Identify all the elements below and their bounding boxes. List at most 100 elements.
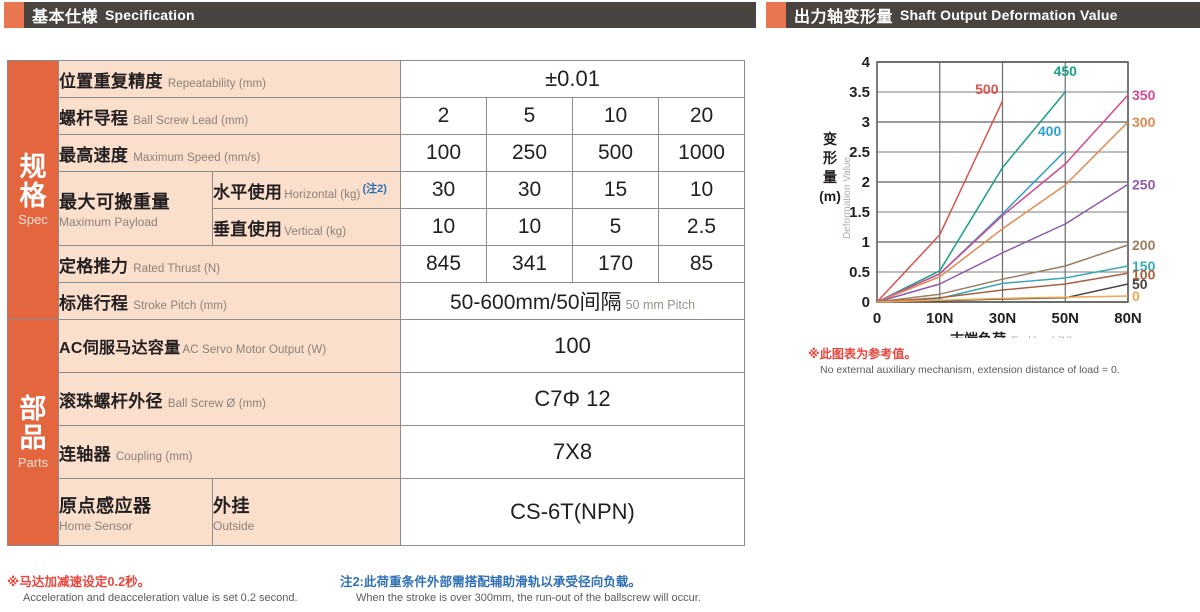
value-cell: 250 [486,134,573,172]
label-cn: 滚珠螺杆外径 [59,391,163,411]
value-ac-servo-motor-output: 100 [399,319,746,373]
svg-text:0: 0 [873,310,881,327]
label-en: Stroke Pitch (mm) [133,299,227,312]
svg-text:3: 3 [862,114,870,131]
footnote-right: 注2:此荷重条件外部需搭配辅助滑轨以承受径向负载。 When the strok… [340,571,701,604]
label-cn: 定格推力 [59,256,129,276]
section-title-en: Shaft Output Deformation Value [900,7,1118,23]
specification-table: 规 格 Spec 位置重复精度 Repeatability (mm) ±0.01 … [7,60,746,546]
table-row: 最大可搬重量 Maximum Payload 水平使用 Horizontal (k… [8,171,746,246]
row-sublabel-vertical: 垂直使用 Vertical (kg) [212,208,401,246]
value-repeatability: ±0.01 [399,60,746,98]
svg-text:500: 500 [975,81,999,97]
label-en: Rated Thrust (N) [133,262,221,275]
sublabel-cn: 垂直使用 [213,219,283,239]
table-row: 连轴器 Coupling (mm) 7X8 [8,425,746,479]
svg-text:200: 200 [1132,237,1156,253]
value-cell: 10 [400,208,487,246]
footnote-cn: 注2:此荷重条件外部需搭配辅助滑轨以承受径向负载。 [340,575,642,589]
svg-text:2: 2 [862,174,870,191]
label-cn: 最高速度 [59,145,129,165]
label-cn: 原点感应器 [59,495,152,516]
row-label-repeatability: 位置重复精度 Repeatability (mm) [58,60,401,98]
sublabel-en: Outside [213,518,255,533]
value-cell: 2.5 [657,208,746,246]
group-cell-spec: 规 格 Spec [7,60,59,320]
table-row: 部 品 Parts AC伺服马达容量 AC Servo Motor Output … [7,319,746,546]
svg-text:50: 50 [1132,276,1148,292]
svg-text:变形量(m): 变形量(m) [819,131,841,204]
row-label-home-sensor: 原点感应器 Home Sensor [58,478,213,546]
svg-text:10N: 10N [926,310,954,327]
section-header-specification: 基本仕様 Specification [4,2,756,28]
row-label-rated-thrust: 定格推力 Rated Thrust (N) [58,245,401,283]
section-header-deformation: 出力轴变形量 Shaft Output Deformation Value [766,2,1200,28]
value-home-sensor: CS-6T(NPN) [399,478,746,546]
value-sub: 50 mm Pitch [625,298,696,312]
table-row: 垂直使用 Vertical (kg) 10 10 5 2.5 [8,208,746,246]
svg-text:End load (N): End load (N) [1011,335,1073,338]
label-cn: 最大可搬重量 [59,192,170,212]
row-label-maximum-speed: 最高速度 Maximum Speed (mm/s) [58,134,401,172]
table-row: 原点感应器 Home Sensor 外挂 Outside CS-6T(NPN) [8,478,746,546]
deformation-chart: 0 0.5 1 1.5 2 2.5 3 3.5 4 0 10N 30N 50N 80N 500 450 400 3… [800,48,1200,338]
label-en: Maximum Speed (mm/s) [133,151,261,164]
section-title-cn: 基本仕様 [32,9,99,26]
chart-svg: 00.511.522.533.540 10N 30N 50N 80N5004504003… [819,54,1156,338]
value-cell: 2 [400,97,487,135]
svg-text:30N: 30N [989,310,1017,327]
group-label-en: Parts [17,454,49,470]
svg-text:Deformation Value: Deformation Value [842,157,853,240]
value-cell: 500 [572,134,659,172]
svg-text:末端负荷: 末端负荷 [950,331,1006,338]
row-label-ac-servo-motor-output: AC伺服马达容量 AC Servo Motor Output (W) [58,319,401,373]
value-coupling: 7X8 [399,425,746,479]
svg-text:1: 1 [862,234,870,251]
row-label-maximum-payload: 最大可搬重量 Maximum Payload [58,171,213,246]
value-cell: 20 [657,97,746,135]
section-title-cn: 出力轴变形量 [794,9,894,26]
table-row: 定格推力 Rated Thrust (N) 845 341 170 85 [8,245,746,283]
row-label-stroke-pitch: 标准行程 Stroke Pitch (mm) [58,282,401,320]
table-row: 标准行程 Stroke Pitch (mm) 50-600mm/50间隔 50 mm… [8,282,746,320]
accent-swatch-icon [4,2,24,28]
value-cell: 30 [400,171,487,209]
footnote-en: When the stroke is over 300mm, the run-o… [356,592,701,604]
svg-text:400: 400 [1038,123,1062,139]
svg-text:1.5: 1.5 [849,204,870,221]
label-en: Repeatability (mm) [167,77,267,90]
value-cell: 845 [400,245,487,283]
note-marker: (注2) [362,182,387,195]
label-en: Maximum Payload [59,215,158,229]
group-cell-parts: 部 品 Parts [7,319,59,546]
value-cell: 5 [486,97,573,135]
value-cell: 170 [572,245,659,283]
value-cell: 341 [486,245,573,283]
value-cell: 5 [572,208,659,246]
svg-text:2.5: 2.5 [849,144,870,161]
group-label-en: Spec [18,212,48,228]
table-row: 最高速度 Maximum Speed (mm/s) 100 250 500 100… [8,134,746,172]
value-stroke-pitch: 50-600mm/50间隔 50 mm Pitch [399,282,746,320]
label-cn: 位置重复精度 [59,71,163,91]
label-en: Coupling (mm) [115,450,193,463]
svg-text:150: 150 [1132,258,1156,274]
svg-text:0: 0 [862,294,870,311]
footnote-en: Acceleration and deacceleration value is… [23,592,298,604]
row-label-coupling: 连轴器 Coupling (mm) [58,425,401,479]
accent-swatch-icon [766,2,786,28]
row-sublabel-outside: 外挂 Outside [212,478,401,546]
value-cell: 10 [486,208,573,246]
group-label-cn: 部 品 [19,394,47,453]
svg-text:350: 350 [1132,87,1156,103]
sublabel-en: Vertical (kg) [284,225,347,238]
svg-text:0.5: 0.5 [849,264,870,281]
value-ball-screw-diameter: C7Φ 12 [399,372,746,426]
footnote-left: ※马达加减速设定0.2秒。 Acceleration and deacceler… [7,571,298,604]
svg-text:4: 4 [862,54,871,71]
label-cn: 标准行程 [59,293,129,313]
label-en: Ball Screw Ø (mm) [167,397,266,410]
footnote-cn: ※马达加减速设定0.2秒。 [7,575,151,589]
value-cell: 85 [657,245,746,283]
label-cn: AC伺服马达容量 [59,340,181,357]
